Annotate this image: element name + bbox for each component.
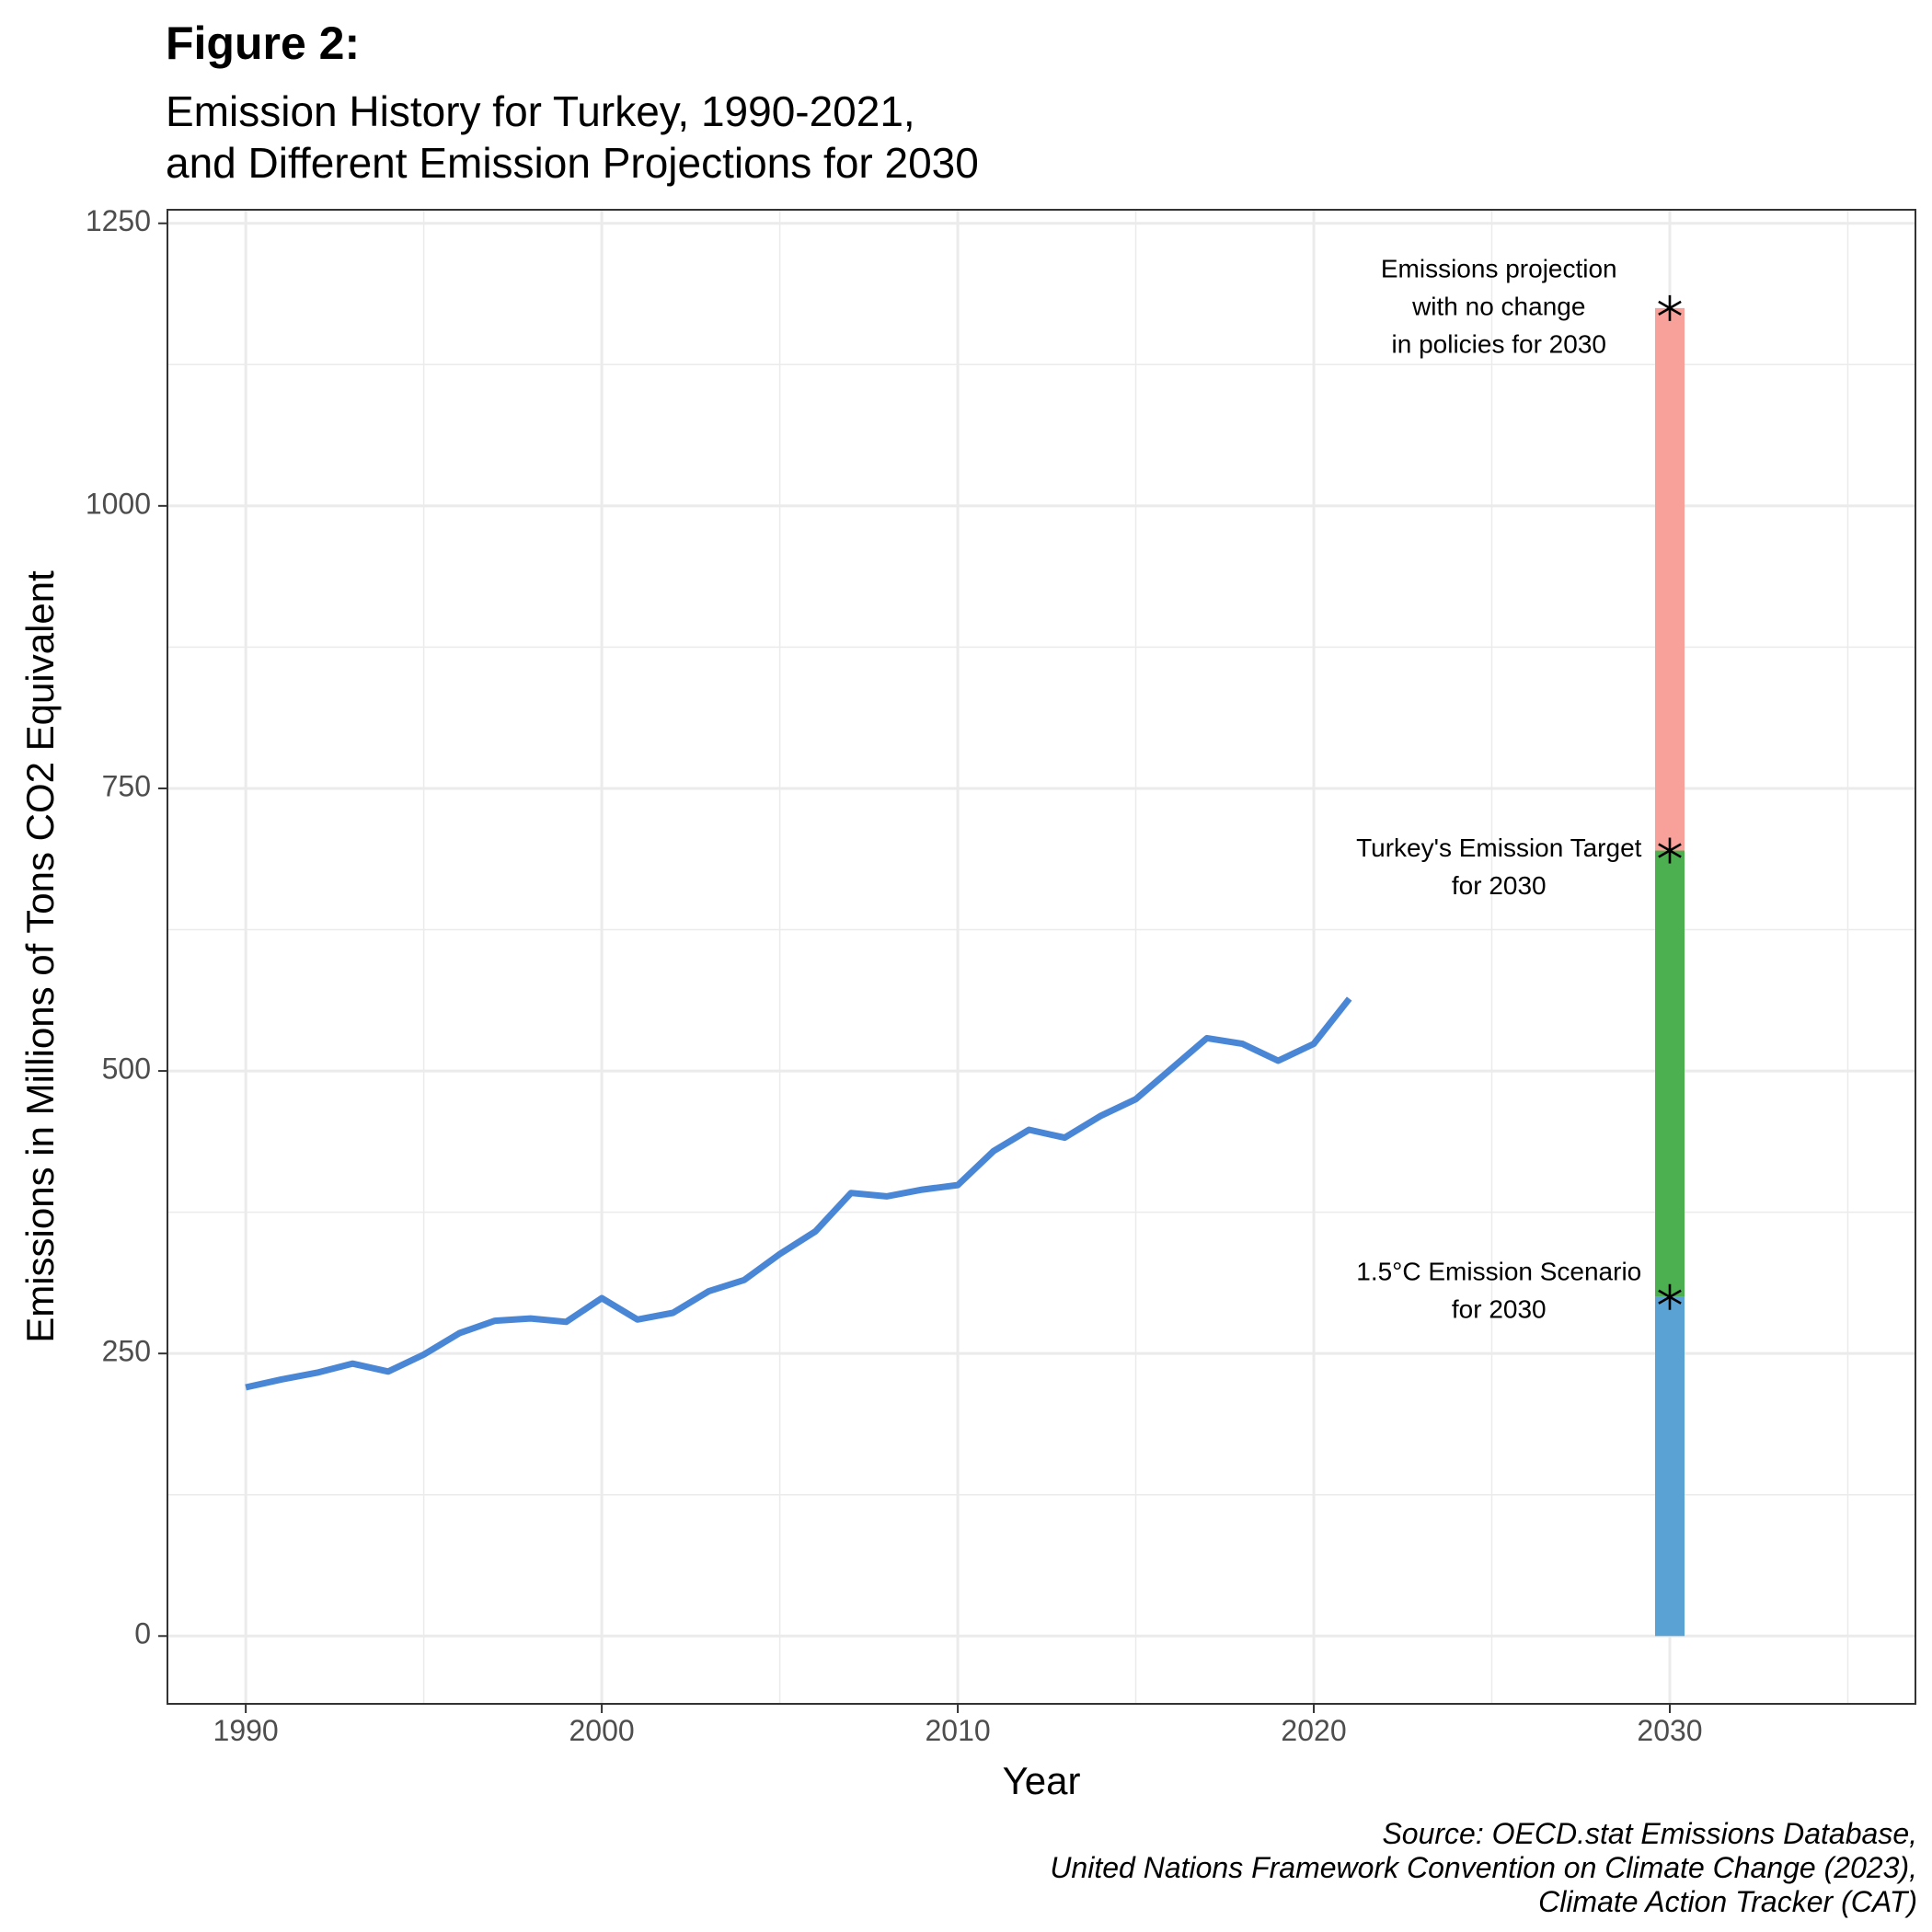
plot-panel-border	[167, 209, 1916, 1705]
x-tick-label: 2000	[569, 1714, 635, 1747]
source-caption-line-2: United Nations Framework Convention on C…	[1050, 1851, 1917, 1884]
marker-asterisk-0	[1658, 294, 1682, 321]
y-tick-label: 1000	[86, 487, 151, 520]
annotation-1-line-1: for 2030	[1452, 871, 1547, 900]
projection-bar-1-5c	[1654, 1296, 1685, 1637]
y-tick-label: 1250	[86, 204, 151, 237]
y-axis-label: Emissions in Millions of Tons CO2 Equiva…	[18, 570, 62, 1343]
x-tick-label: 1990	[213, 1714, 279, 1747]
projection-bar-no-change	[1654, 307, 1685, 851]
projection-bar-target	[1654, 850, 1685, 1297]
history-series-line	[245, 996, 1352, 1391]
marker-asterisk-2	[1658, 1283, 1682, 1310]
marker-asterisk-1	[1658, 837, 1682, 864]
figure-title: Figure 2:	[166, 17, 361, 69]
x-axis-label: Year	[1003, 1759, 1081, 1802]
annotation-0-line-2: in policies for 2030	[1392, 329, 1606, 358]
source-caption-line-3: Climate Action Tracker (CAT)	[1538, 1885, 1917, 1918]
x-tick-label: 2030	[1637, 1714, 1702, 1747]
y-tick-label: 0	[134, 1617, 151, 1650]
y-tick-label: 750	[102, 769, 151, 802]
x-tick-label: 2020	[1281, 1714, 1346, 1747]
y-tick-label: 250	[102, 1335, 151, 1368]
subtitle-line-2: and Different Emission Projections for 2…	[166, 139, 979, 187]
annotation-2-line-1: for 2030	[1452, 1295, 1547, 1324]
annotation-2-line-0: 1.5°C Emission Scenario	[1356, 1258, 1641, 1286]
source-caption-line-1: Source: OECD.stat Emissions Database,	[1382, 1817, 1917, 1850]
annotation-0-line-0: Emissions projection	[1381, 254, 1617, 282]
annotation-0-line-1: with no change	[1411, 292, 1585, 320]
x-tick-label: 2010	[925, 1714, 990, 1747]
annotation-1-line-0: Turkey's Emission Target	[1356, 834, 1642, 862]
y-tick-label: 500	[102, 1052, 151, 1086]
subtitle-line-1: Emission History for Turkey, 1990-2021,	[166, 87, 915, 135]
